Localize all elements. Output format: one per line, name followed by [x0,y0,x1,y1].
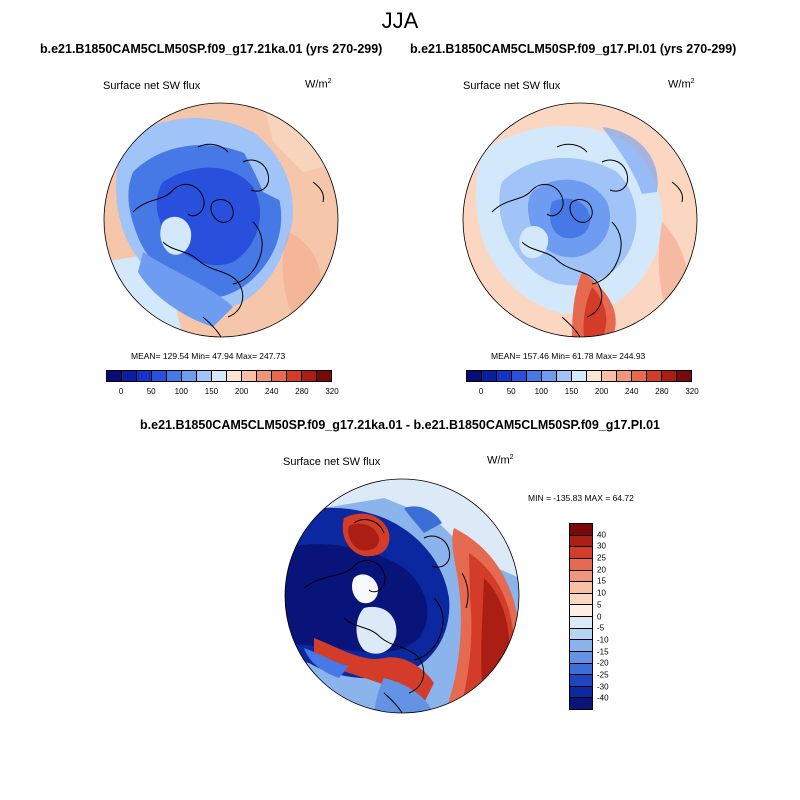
right-colorbar [466,370,692,382]
diff-units-label: W/m2 [487,454,514,467]
colorbar-swatch [212,371,227,381]
colorbar-tick-label: 50 [146,387,156,396]
right-stats: MEAN= 157.46 Min= 61.78 Max= 244.93 [491,351,646,361]
colorbar-swatch [107,371,122,381]
left-stats: MEAN= 129.54 Min= 47.94 Max= 247.73 [131,351,286,361]
colorbar-swatch [570,570,592,583]
colorbar-swatch [570,605,592,617]
colorbar-swatch [287,371,302,381]
colorbar-tick-label: 100 [174,387,189,396]
colorbar-swatch [542,371,557,381]
colorbar-tick-label: 200 [234,387,249,396]
colorbar-tick-label: 0 [118,387,124,396]
colorbar-tick-label: 15 [597,576,606,586]
diff-colorbar [569,523,593,710]
colorbar-tick-label: 150 [564,387,579,396]
right-variable-label: Surface net SW flux [463,80,561,92]
colorbar-swatch [570,651,592,664]
colorbar-swatch [617,371,632,381]
colorbar-swatch [152,371,167,381]
left-units-label: W/m2 [305,78,332,91]
colorbar-tick-label: 0 [478,387,484,396]
colorbar-tick-label: 100 [534,387,549,396]
colorbar-tick-label: -25 [597,670,609,680]
right-units-label: W/m2 [668,78,695,91]
colorbar-tick-label: 30 [597,541,606,551]
colorbar-swatch [570,663,592,676]
left-colorbar [106,370,332,382]
colorbar-tick-label: 5 [597,600,602,610]
right-case-title: b.e21.B1850CAM5CLM50SP.f09_g17.PI.01 (yr… [410,42,737,56]
colorbar-swatch [570,582,592,594]
colorbar-swatch [482,371,497,381]
colorbar-swatch [242,371,257,381]
diff-stats: MIN = -135.83 MAX = 64.72 [528,493,634,503]
colorbar-swatch [570,547,592,559]
colorbar-tick-label: 25 [597,553,606,563]
colorbar-swatch [570,675,592,687]
colorbar-swatch [587,371,602,381]
colorbar-swatch [557,371,572,381]
right-polar-map [462,102,698,338]
colorbar-swatch [182,371,197,381]
left-polar-map [103,102,339,338]
colorbar-swatch [570,617,592,629]
colorbar-swatch [647,371,662,381]
page-title: JJA [381,8,419,33]
diff-polar-map [284,478,520,714]
colorbar-swatch [317,371,331,381]
colorbar-swatch [137,371,152,381]
colorbar-tick-label: 0 [597,612,602,621]
colorbar-tick-label: 150 [204,387,219,396]
colorbar-tick-label: 200 [594,387,609,396]
colorbar-tick-label: -5 [597,623,605,633]
colorbar-tick-label: 20 [597,565,606,575]
colorbar-swatch [272,371,287,381]
colorbar-swatch [570,558,592,571]
colorbar-tick-label: 50 [506,387,516,396]
colorbar-swatch [512,371,527,381]
colorbar-swatch [570,698,592,709]
colorbar-swatch [527,371,542,381]
colorbar-tick-label: 280 [295,387,309,396]
diff-case-title: b.e21.B1850CAM5CLM50SP.f09_g17.21ka.01 -… [140,418,660,432]
diff-variable-label: Surface net SW flux [283,456,381,468]
colorbar-swatch [570,628,592,641]
colorbar-swatch [632,371,647,381]
colorbar-swatch [570,640,592,652]
colorbar-swatch [570,535,592,548]
colorbar-swatch [497,371,512,381]
colorbar-tick-label: 240 [625,387,639,396]
colorbar-swatch [602,371,617,381]
colorbar-tick-label: 280 [655,387,669,396]
colorbar-tick-label: -30 [597,682,609,692]
colorbar-tick-label: 40 [597,530,606,540]
colorbar-tick-label: -10 [597,635,609,645]
colorbar-tick-label: -40 [597,693,609,703]
colorbar-swatch [570,686,592,699]
colorbar-swatch [257,371,272,381]
colorbar-tick-label: -20 [597,658,609,668]
colorbar-swatch [227,371,242,381]
colorbar-tick-label: 240 [265,387,279,396]
left-variable-label: Surface net SW flux [103,80,201,92]
colorbar-tick-label: 320 [325,387,339,396]
colorbar-tick-label: -15 [597,647,609,657]
colorbar-swatch [570,524,592,536]
colorbar-swatch [572,371,587,381]
colorbar-tick-label: 10 [597,588,606,598]
colorbar-tick-label: 320 [685,387,699,396]
colorbar-swatch [197,371,212,381]
colorbar-swatch [467,371,482,381]
colorbar-swatch [677,371,691,381]
colorbar-swatch [570,593,592,606]
colorbar-swatch [302,371,317,381]
colorbar-swatch [122,371,137,381]
colorbar-swatch [662,371,677,381]
colorbar-swatch [167,371,182,381]
left-case-title: b.e21.B1850CAM5CLM50SP.f09_g17.21ka.01 (… [40,42,383,56]
